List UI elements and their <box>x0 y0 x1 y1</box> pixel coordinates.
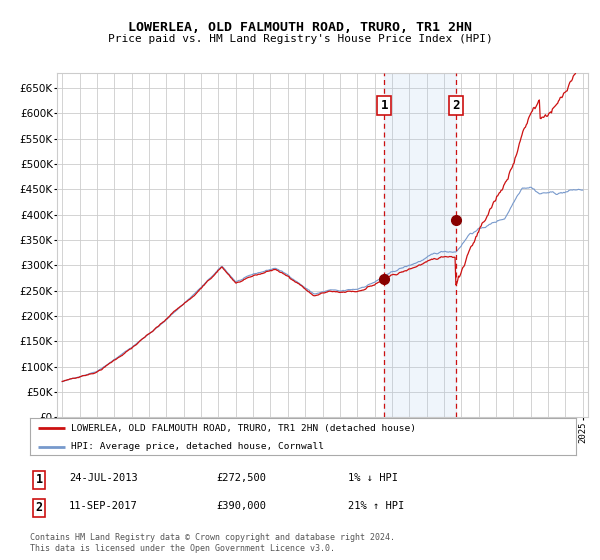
Text: £272,500: £272,500 <box>216 473 266 483</box>
Text: LOWERLEA, OLD FALMOUTH ROAD, TRURO, TR1 2HN: LOWERLEA, OLD FALMOUTH ROAD, TRURO, TR1 … <box>128 21 472 34</box>
Text: 1% ↓ HPI: 1% ↓ HPI <box>348 473 398 483</box>
Text: 2: 2 <box>35 501 43 514</box>
Bar <box>384 73 456 417</box>
Text: 21% ↑ HPI: 21% ↑ HPI <box>348 501 404 511</box>
Text: £390,000: £390,000 <box>216 501 266 511</box>
Text: 11-SEP-2017: 11-SEP-2017 <box>69 501 138 511</box>
Text: Price paid vs. HM Land Registry's House Price Index (HPI): Price paid vs. HM Land Registry's House … <box>107 34 493 44</box>
Text: Contains HM Land Registry data © Crown copyright and database right 2024.
This d: Contains HM Land Registry data © Crown c… <box>30 533 395 553</box>
Text: 2: 2 <box>452 99 460 112</box>
Text: HPI: Average price, detached house, Cornwall: HPI: Average price, detached house, Corn… <box>71 442 324 451</box>
Text: 24-JUL-2013: 24-JUL-2013 <box>69 473 138 483</box>
Text: LOWERLEA, OLD FALMOUTH ROAD, TRURO, TR1 2HN (detached house): LOWERLEA, OLD FALMOUTH ROAD, TRURO, TR1 … <box>71 424 416 433</box>
Text: 1: 1 <box>35 473 43 486</box>
Text: 1: 1 <box>380 99 388 112</box>
